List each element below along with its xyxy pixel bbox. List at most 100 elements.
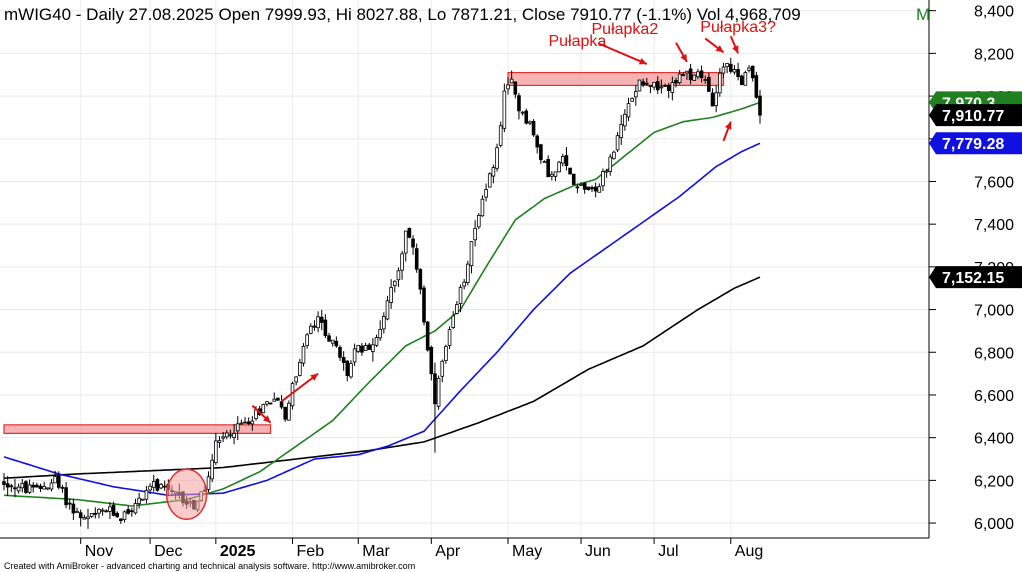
candle-body <box>476 215 481 228</box>
candle-body <box>301 346 306 364</box>
candle-body <box>16 486 21 492</box>
candle-body <box>279 401 284 408</box>
candle-body <box>608 156 613 172</box>
x-tick-label: Aug <box>735 543 763 560</box>
candle-body <box>60 486 65 489</box>
value-tag-box <box>929 266 1022 289</box>
y-tick-label: 8,200 <box>974 46 1014 63</box>
x-tick-label: Apr <box>435 543 461 560</box>
candle-body <box>604 170 609 173</box>
candle-body <box>371 344 375 352</box>
candle-body <box>276 397 280 401</box>
y-tick-label: 8,400 <box>974 4 1014 21</box>
candle-body <box>20 482 25 489</box>
candle-body <box>743 72 748 86</box>
candle-body <box>89 513 94 517</box>
candle-body <box>64 487 68 506</box>
candle-body <box>46 487 50 490</box>
candle-body <box>739 75 744 85</box>
candle-body <box>425 321 430 351</box>
candle-body <box>571 173 576 185</box>
candle-body <box>480 198 485 217</box>
candle-body <box>159 483 163 489</box>
y-tick-label: 6,000 <box>974 516 1014 533</box>
candle-body <box>210 459 214 480</box>
candle-body <box>586 186 591 190</box>
x-tick-label: Mar <box>362 543 390 560</box>
candle-body <box>382 316 386 330</box>
value-tag-box <box>929 104 1022 127</box>
candle-body <box>418 269 423 290</box>
x-tick-label: Feb <box>297 543 325 560</box>
candle-body <box>97 508 101 514</box>
candle-body <box>644 82 649 85</box>
arrow-pointer-head <box>262 415 271 423</box>
candle-body <box>411 238 415 248</box>
candle-body <box>623 113 627 127</box>
candle-body <box>265 401 269 405</box>
candle-body <box>542 160 547 163</box>
candle-body <box>356 345 361 352</box>
candle-body <box>469 241 474 267</box>
candle-body <box>520 111 525 114</box>
candle-body <box>531 120 536 136</box>
candle-body <box>53 476 57 484</box>
candle-body <box>330 339 335 344</box>
y-tick-label: 7,400 <box>974 217 1014 234</box>
x-tick-label: Jun <box>585 543 611 560</box>
ma-short-line <box>3 101 761 507</box>
candle-body <box>502 90 507 129</box>
candle-body <box>528 121 532 124</box>
candle-body <box>707 76 711 92</box>
candle-body <box>407 228 412 238</box>
y-tick-label: 7,000 <box>974 303 1014 320</box>
candle-body <box>517 95 521 112</box>
candle-body <box>436 377 441 407</box>
candle-body <box>754 75 759 98</box>
candle-body <box>718 72 722 94</box>
candle-body <box>206 476 211 490</box>
candle-body <box>564 155 569 166</box>
candle-body <box>144 489 149 500</box>
header-trailing: M <box>916 5 930 24</box>
value-tag-label: 7,910.77 <box>942 108 1004 125</box>
candle-body <box>615 135 620 151</box>
candle-body <box>327 335 331 342</box>
candle-body <box>235 423 240 432</box>
candle-body <box>513 81 518 95</box>
candle-body <box>593 186 598 192</box>
candle-body <box>122 511 127 520</box>
candle-body <box>86 516 90 520</box>
candle-body <box>403 230 408 254</box>
arrow-up-head <box>310 373 319 381</box>
candle-body <box>703 79 708 81</box>
candle-body <box>104 510 109 513</box>
candle-body <box>363 345 368 352</box>
candle-body <box>38 485 43 489</box>
candle-body <box>2 481 6 485</box>
x-tick-label: Nov <box>85 543 113 560</box>
candle-body <box>637 79 642 92</box>
arrow-up <box>280 372 319 403</box>
candle-body <box>319 316 324 323</box>
candle-body <box>725 63 729 67</box>
candle-body <box>130 510 134 513</box>
candle-body <box>509 78 514 84</box>
arrow-pulapka2-head <box>680 53 687 62</box>
candle-body <box>148 485 152 491</box>
candle-body <box>9 485 14 488</box>
highlight-circle <box>165 468 208 520</box>
candle-body <box>663 84 667 87</box>
candle-body <box>268 402 273 405</box>
candle-body <box>334 340 339 347</box>
arrow-pulapka <box>598 42 648 65</box>
candle-body <box>557 161 561 173</box>
candle-body <box>546 158 550 178</box>
candle-body <box>524 110 529 124</box>
candle-body <box>634 91 638 98</box>
candle-body <box>155 479 160 491</box>
candle-body <box>582 182 587 190</box>
candle-body <box>31 484 36 488</box>
candle-body <box>352 348 357 363</box>
candle-body <box>392 280 397 287</box>
